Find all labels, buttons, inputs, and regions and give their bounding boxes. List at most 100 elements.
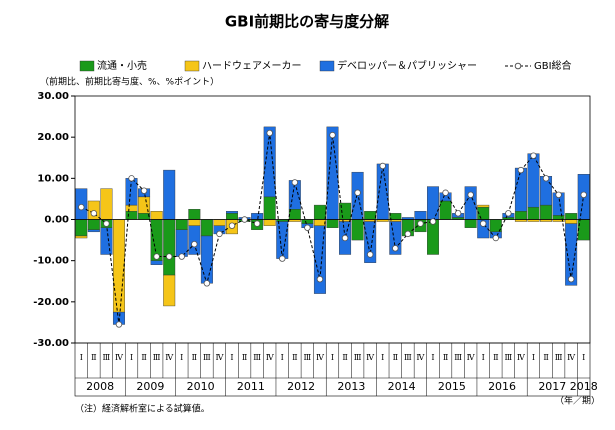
bar (100, 227, 113, 255)
bar (351, 219, 364, 241)
year-label: 2012 (287, 380, 315, 393)
year-label: 2009 (136, 380, 164, 393)
total-point (103, 220, 110, 227)
x-tick-label: Ⅱ (292, 353, 297, 362)
bar (188, 219, 201, 226)
total-point (505, 210, 512, 217)
bar (514, 167, 527, 212)
bar (565, 223, 578, 286)
total-point (567, 275, 575, 283)
legend-swatch (184, 60, 200, 72)
total-point (253, 220, 261, 227)
x-tick-label: Ⅰ (130, 353, 133, 362)
year-label: 2014 (388, 380, 416, 393)
total-point (153, 253, 160, 260)
total-point (542, 175, 550, 182)
legend-swatch (319, 60, 335, 72)
bar (263, 219, 276, 226)
bar (427, 186, 439, 220)
y-tick-label: -10.00 (33, 256, 69, 267)
bar (200, 219, 213, 237)
bar (163, 274, 176, 307)
total-point (291, 179, 299, 186)
x-tick-label: Ⅱ (192, 353, 197, 362)
bar (540, 204, 553, 220)
bar (313, 219, 326, 226)
x-tick-label: Ⅱ (342, 353, 347, 362)
total-point (304, 224, 311, 231)
bar (125, 178, 138, 206)
x-tick-label: Ⅰ (532, 353, 535, 362)
total-point (517, 166, 525, 174)
bar (125, 211, 138, 220)
bar (364, 211, 377, 220)
total-point (480, 220, 487, 227)
x-tick-label: Ⅱ (393, 353, 398, 362)
total-point (329, 131, 336, 139)
x-tick-label: Ⅳ (366, 353, 375, 362)
legend-point (514, 62, 522, 70)
total-point (492, 234, 499, 242)
bar (464, 219, 477, 228)
year-label: 2018 (570, 380, 598, 393)
x-tick-label: Ⅲ (203, 353, 211, 362)
legend-label: デベロッパー＆パブリッシャー (337, 59, 477, 72)
bar (364, 221, 377, 263)
total-point (404, 230, 412, 238)
x-tick-label: Ⅰ (482, 353, 485, 362)
bar (514, 211, 527, 220)
bar (251, 213, 264, 220)
x-tick-label: Ⅰ (331, 353, 334, 362)
x-tick-label: Ⅳ (266, 353, 275, 362)
x-tick-label: Ⅲ (304, 353, 312, 362)
x-tick-label: Ⅱ (242, 353, 247, 362)
total-point (467, 191, 474, 198)
total-point (166, 253, 173, 260)
total-point (379, 162, 386, 170)
bar (75, 235, 88, 239)
x-tick-label: Ⅲ (153, 353, 161, 362)
year-label: 2011 (237, 380, 265, 393)
bar (163, 219, 176, 276)
x-tick-label: Ⅳ (316, 353, 325, 362)
x-tick-label: Ⅲ (103, 353, 111, 362)
bar (188, 209, 201, 220)
total-point (266, 129, 273, 137)
bar (527, 206, 540, 220)
total-point (442, 189, 449, 196)
total-point (228, 222, 236, 229)
bar (150, 260, 163, 265)
total-point (140, 187, 148, 194)
bar (226, 213, 238, 220)
bar (175, 219, 188, 230)
x-tick-label: Ⅳ (215, 353, 224, 362)
total-point (279, 255, 286, 262)
x-tick-label: Ⅰ (431, 353, 434, 362)
subtitle: （前期比、前期比寄与度、%、%ポイント） (40, 76, 219, 88)
x-tick-label: Ⅲ (454, 353, 462, 362)
bar (477, 204, 490, 208)
x-tick-label: Ⅲ (404, 353, 412, 362)
total-point (78, 203, 85, 211)
year-label: 2013 (337, 380, 365, 393)
bar (313, 225, 326, 294)
total-point (417, 220, 424, 227)
bar (125, 204, 138, 212)
x-tick-label: Ⅰ (582, 353, 585, 362)
x-tick-label: Ⅰ (230, 353, 233, 362)
bar (226, 211, 238, 214)
x-tick-label: Ⅳ (416, 353, 425, 362)
y-tick-label: 20.00 (37, 132, 69, 143)
bar (414, 211, 427, 220)
total-point (128, 175, 135, 182)
year-label: 2016 (488, 380, 516, 393)
total-point (178, 253, 185, 260)
bar (326, 219, 339, 228)
legend-label: 流通・小売 (97, 59, 147, 72)
legend-label: ハードウェアメーカー (202, 60, 302, 72)
x-tick-label: Ⅲ (253, 353, 261, 362)
x-tick-label: Ⅱ (443, 353, 448, 362)
bar (389, 221, 402, 255)
x-tick-label: Ⅰ (180, 353, 183, 362)
